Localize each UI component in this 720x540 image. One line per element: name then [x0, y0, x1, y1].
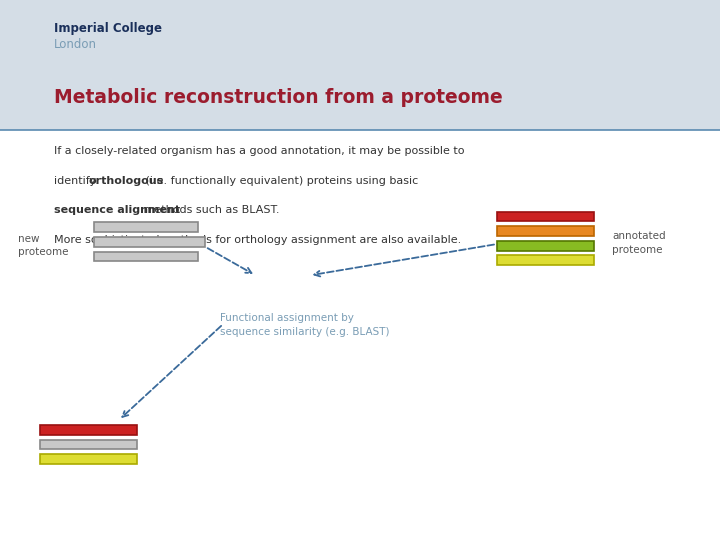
Text: sequence alignment: sequence alignment [54, 205, 180, 215]
Bar [94, 252, 198, 261]
Bar [497, 212, 594, 221]
Text: (i.e. functionally equivalent) proteins using basic: (i.e. functionally equivalent) proteins … [142, 176, 418, 186]
Text: orthologous: orthologous [89, 176, 164, 186]
Text: London: London [54, 38, 97, 51]
Bar [40, 454, 137, 464]
Bar [40, 440, 137, 449]
Text: More sophisticated methods for orthology assignment are also available.: More sophisticated methods for orthology… [54, 235, 462, 245]
Text: Imperial College: Imperial College [54, 22, 162, 35]
Bar [94, 237, 205, 247]
Text: identify: identify [54, 176, 99, 186]
Text: Functional assignment by
sequence similarity (e.g. BLAST): Functional assignment by sequence simila… [220, 313, 389, 337]
Text: annotated
proteome: annotated proteome [612, 232, 665, 254]
Bar [497, 255, 594, 265]
Bar [497, 226, 594, 236]
Text: methods such as BLAST.: methods such as BLAST. [140, 205, 280, 215]
Bar [497, 241, 594, 251]
Text: Metabolic reconstruction from a proteome: Metabolic reconstruction from a proteome [54, 87, 503, 107]
Text: If a closely-related organism has a good annotation, it may be possible to: If a closely-related organism has a good… [54, 146, 464, 156]
Bar [40, 425, 137, 435]
Text: new
proteome: new proteome [18, 234, 68, 257]
Bar [94, 222, 198, 232]
Bar [0, 130, 720, 540]
